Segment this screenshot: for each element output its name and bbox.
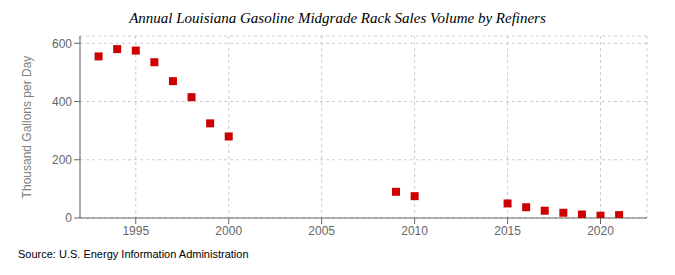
svg-text:2010: 2010 (401, 224, 428, 238)
svg-text:0: 0 (65, 211, 72, 225)
svg-text:Thousand Gallons per Day: Thousand Gallons per Day (20, 56, 34, 199)
svg-text:1995: 1995 (122, 224, 149, 238)
svg-text:400: 400 (52, 95, 72, 109)
html-text:Annual Louisiana Gasoline Midg: Annual Louisiana Gasoline Midgrade Rack … (129, 10, 546, 26)
html-text:Source: U.S. Energy Informatio: Source: U.S. Energy Information Administ… (18, 248, 249, 260)
svg-text:2000: 2000 (215, 224, 242, 238)
svg-text:2020: 2020 (587, 224, 614, 238)
svg-text:600: 600 (52, 37, 72, 51)
svg-text:2015: 2015 (494, 224, 521, 238)
svg-text:200: 200 (52, 153, 72, 167)
svg-text:2005: 2005 (308, 224, 335, 238)
